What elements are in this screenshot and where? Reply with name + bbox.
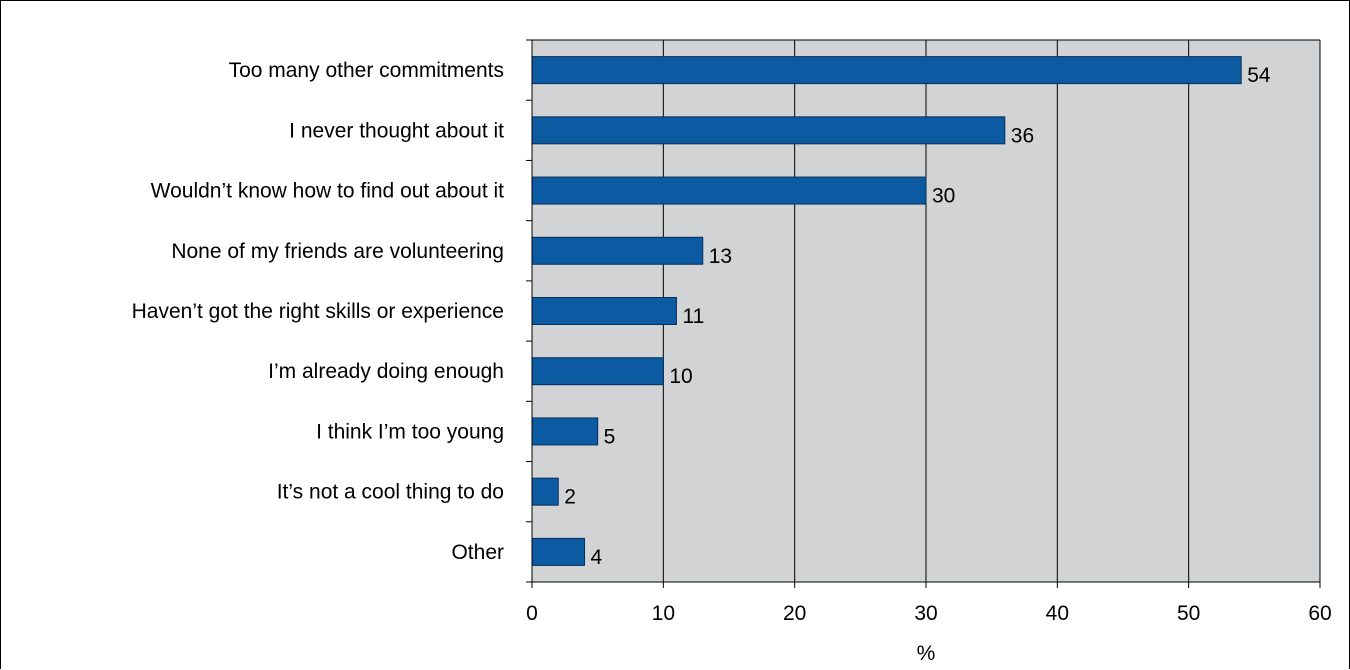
bar-0 [531,56,1242,85]
bar-5 [531,357,664,386]
category-label: Wouldn’t know how to find out about it [151,180,504,203]
x-axis-title: % [917,642,936,665]
value-label: 2 [564,486,576,509]
value-label: 54 [1247,64,1271,87]
bar-6 [531,417,599,446]
category-label: None of my friends are volunteering [171,240,504,263]
bar-8 [531,537,586,566]
x-tick-label: 60 [1308,602,1331,625]
value-labels: 54 36 30 13 11 10 5 2 4 [564,64,1271,569]
bar-1 [531,116,1006,145]
category-label: It’s not a cool thing to do [277,481,504,504]
bar-7 [531,477,559,506]
x-tick-labels: 0 10 20 30 40 50 60 [526,602,1332,625]
x-tick-label: 20 [783,602,806,625]
bar-4 [531,297,677,325]
value-label: 4 [591,546,603,569]
bar-3 [531,236,704,265]
x-tick-label: 30 [914,602,937,625]
bars [531,56,1242,566]
category-label: Haven’t got the right skills or experien… [132,300,504,323]
axes [526,39,1321,588]
category-labels: Too many other commitments I never though… [132,59,505,564]
value-label: 10 [669,365,692,388]
category-label: I’m already doing enough [268,360,504,383]
x-tick-label: 40 [1046,602,1069,625]
category-label: I never thought about it [289,119,504,142]
x-tick-label: 0 [526,602,538,625]
value-label: 11 [682,305,704,328]
x-tick-label: 10 [652,602,675,625]
value-label: 5 [604,425,616,448]
category-label: Other [451,541,504,564]
x-tick-label: 50 [1177,602,1200,625]
category-label: Too many other commitments [229,59,504,82]
category-label: I think I’m too young [316,420,504,443]
value-label: 13 [709,245,732,268]
bar-2 [531,176,927,205]
value-label: 30 [932,185,955,208]
value-label: 36 [1011,124,1034,147]
